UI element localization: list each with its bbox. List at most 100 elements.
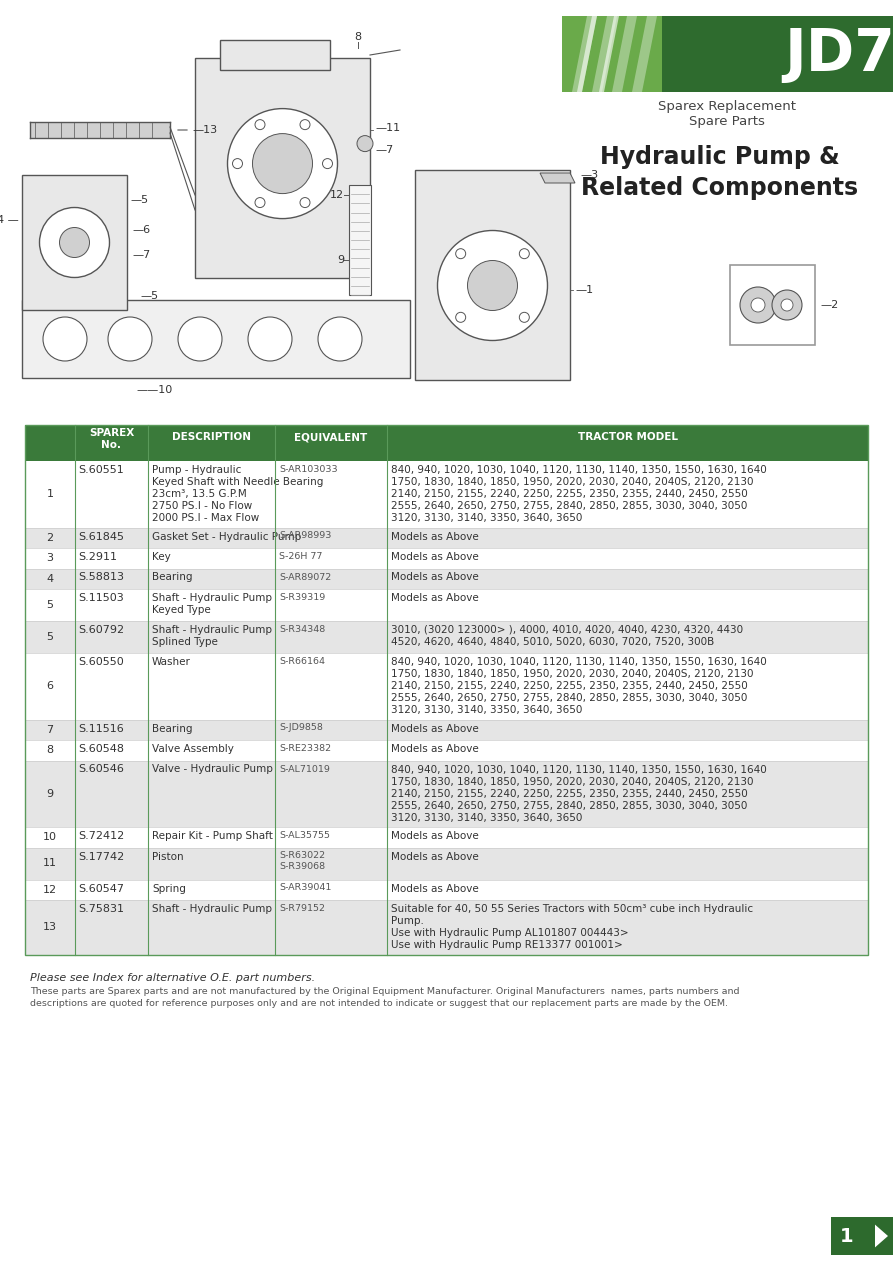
Text: Suitable for 40, 50 55 Series Tractors with 50cm³ cube inch Hydraulic
Pump.
Use : Suitable for 40, 50 55 Series Tractors w… <box>391 904 753 950</box>
Text: These parts are Sparex parts and are not manufactured by the Original Equipment : These parts are Sparex parts and are not… <box>30 986 739 1008</box>
Text: 5: 5 <box>46 600 54 610</box>
Circle shape <box>178 317 222 361</box>
Text: Valve Assembly: Valve Assembly <box>152 744 234 754</box>
Text: S.11503: S.11503 <box>78 594 124 602</box>
Text: S-26H 77: S-26H 77 <box>279 552 322 561</box>
Text: Shaft - Hydraulic Pump
Splined Type: Shaft - Hydraulic Pump Splined Type <box>152 625 272 647</box>
Text: 840, 940, 1020, 1030, 1040, 1120, 1130, 1140, 1350, 1550, 1630, 1640
1750, 1830,: 840, 940, 1020, 1030, 1040, 1120, 1130, … <box>391 465 767 523</box>
Bar <box>22 176 127 309</box>
Text: Valve - Hydraulic Pump: Valve - Hydraulic Pump <box>152 764 273 774</box>
Polygon shape <box>632 16 657 92</box>
Text: S.72412: S.72412 <box>78 831 124 841</box>
Polygon shape <box>540 173 575 183</box>
Text: 4 —: 4 — <box>0 215 19 225</box>
Text: S-R66164: S-R66164 <box>279 657 325 666</box>
Text: TRACTOR MODEL: TRACTOR MODEL <box>578 432 678 442</box>
Text: —7: —7 <box>132 250 150 260</box>
Text: Models as Above: Models as Above <box>391 724 479 734</box>
Bar <box>25 548 868 568</box>
Text: EQUIVALENT: EQUIVALENT <box>295 432 368 442</box>
Text: S.60551: S.60551 <box>78 465 124 475</box>
Text: Repair Kit - Pump Shaft: Repair Kit - Pump Shaft <box>152 831 273 841</box>
Bar <box>562 16 662 92</box>
Text: Spare Parts: Spare Parts <box>689 115 765 128</box>
Circle shape <box>357 135 373 152</box>
Text: S.60548: S.60548 <box>78 744 124 754</box>
Text: Models as Above: Models as Above <box>391 572 479 582</box>
Circle shape <box>300 197 310 207</box>
Text: 1: 1 <box>46 489 54 499</box>
Text: S.11516: S.11516 <box>78 724 124 734</box>
Text: Models as Above: Models as Above <box>391 552 479 562</box>
Text: S-AR89072: S-AR89072 <box>279 572 331 581</box>
Text: ——10: ——10 <box>137 385 173 395</box>
Text: 4: 4 <box>46 573 54 584</box>
Circle shape <box>520 249 530 259</box>
Circle shape <box>318 317 362 361</box>
Circle shape <box>468 260 518 311</box>
Bar <box>25 760 868 827</box>
Text: 3010, (3020 123000> ), 4000, 4010, 4020, 4040, 4230, 4320, 4430
4520, 4620, 4640: 3010, (3020 123000> ), 4000, 4010, 4020,… <box>391 625 743 647</box>
Circle shape <box>60 227 89 258</box>
Bar <box>25 827 868 847</box>
Text: S.60792: S.60792 <box>78 625 124 635</box>
Circle shape <box>520 312 530 322</box>
Text: Models as Above: Models as Above <box>391 884 479 893</box>
Text: 8: 8 <box>355 32 362 42</box>
Bar <box>220 40 330 69</box>
Text: 8: 8 <box>46 745 54 755</box>
Text: —7: —7 <box>375 145 393 155</box>
Circle shape <box>781 299 793 311</box>
Text: 12: 12 <box>330 189 344 200</box>
Text: Hydraulic Pump &
Related Components: Hydraulic Pump & Related Components <box>581 145 858 200</box>
Circle shape <box>772 290 802 320</box>
Text: S.60547: S.60547 <box>78 884 124 893</box>
Text: S-R79152: S-R79152 <box>279 904 325 913</box>
Text: 840, 940, 1020, 1030, 1040, 1120, 1130, 1140, 1350, 1550, 1630, 1640
1750, 1830,: 840, 940, 1020, 1030, 1040, 1120, 1130, … <box>391 657 767 715</box>
Circle shape <box>43 317 87 361</box>
Polygon shape <box>22 301 410 378</box>
Bar <box>195 58 370 278</box>
Circle shape <box>438 231 547 341</box>
Text: Bearing: Bearing <box>152 724 193 734</box>
Text: 840, 940, 1020, 1030, 1040, 1120, 1130, 1140, 1350, 1550, 1630, 1640
1750, 1830,: 840, 940, 1020, 1030, 1040, 1120, 1130, … <box>391 764 767 822</box>
Circle shape <box>253 134 313 193</box>
Bar <box>730 265 815 345</box>
Text: JD7: JD7 <box>785 27 893 83</box>
Bar <box>25 621 868 653</box>
Text: —11: —11 <box>375 123 400 133</box>
Bar <box>25 740 868 760</box>
Text: S.60550: S.60550 <box>78 657 124 667</box>
Bar <box>25 720 868 740</box>
Bar <box>562 16 893 92</box>
Circle shape <box>322 159 332 168</box>
Circle shape <box>455 249 465 259</box>
Text: 7: 7 <box>46 725 54 735</box>
Text: 9: 9 <box>337 255 344 265</box>
Bar <box>25 653 868 720</box>
Text: 10: 10 <box>43 832 57 842</box>
Text: Models as Above: Models as Above <box>391 851 479 861</box>
Circle shape <box>455 312 465 322</box>
Text: Spring: Spring <box>152 884 186 893</box>
Polygon shape <box>572 16 597 92</box>
Text: S.2911: S.2911 <box>78 552 117 562</box>
Polygon shape <box>599 16 619 92</box>
Text: Models as Above: Models as Above <box>391 744 479 754</box>
Text: S.61845: S.61845 <box>78 532 124 542</box>
Bar <box>25 568 868 589</box>
Bar <box>25 901 868 955</box>
Text: S.17742: S.17742 <box>78 851 124 861</box>
Text: S.58813: S.58813 <box>78 572 124 582</box>
Text: —5: —5 <box>140 290 158 301</box>
Text: Models as Above: Models as Above <box>391 594 479 602</box>
Text: Washer: Washer <box>152 657 191 667</box>
Bar <box>25 461 868 528</box>
Bar <box>30 123 170 138</box>
Text: DESCRIPTION: DESCRIPTION <box>172 432 251 442</box>
Bar <box>25 589 868 621</box>
Text: 9: 9 <box>46 789 54 798</box>
Text: S-RE23382: S-RE23382 <box>279 744 331 753</box>
Text: S-AR39041: S-AR39041 <box>279 884 331 893</box>
Text: S-R63022
S-R39068: S-R63022 S-R39068 <box>279 851 325 871</box>
